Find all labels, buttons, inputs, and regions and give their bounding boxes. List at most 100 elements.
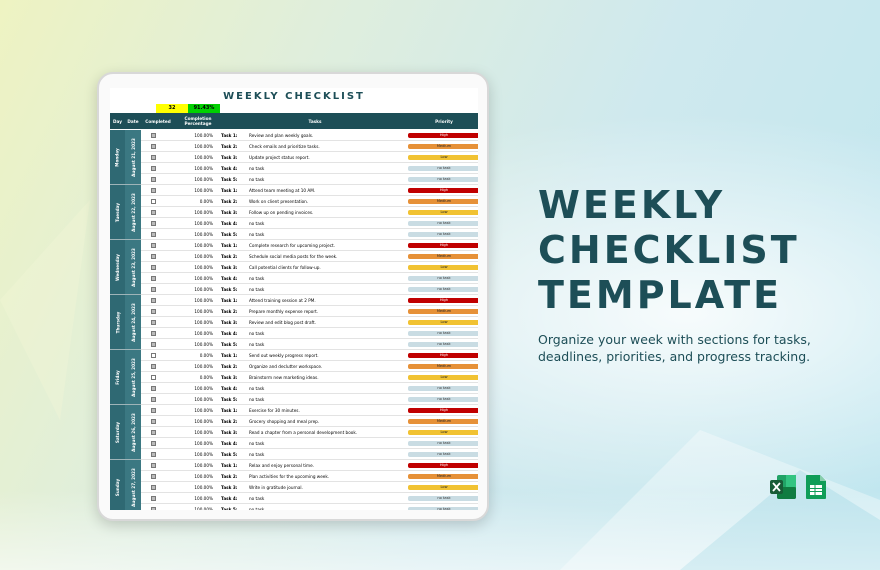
priority-badge: Low bbox=[408, 320, 478, 325]
completed-checkbox[interactable] bbox=[151, 166, 156, 171]
sheet-title: WEEKLY CHECKLIST bbox=[223, 91, 365, 102]
completed-checkbox[interactable] bbox=[151, 441, 156, 446]
day-label-cell: Wednesday bbox=[110, 240, 125, 294]
task-description: Update project status report. bbox=[249, 155, 310, 160]
task-number: Task 2: bbox=[221, 364, 238, 369]
completed-checkbox[interactable] bbox=[151, 199, 156, 204]
completed-checkbox[interactable] bbox=[151, 419, 156, 424]
table-row: 0.00% Task 1: Send out weekly progress rep… bbox=[141, 350, 478, 361]
completed-checkbox[interactable] bbox=[151, 331, 156, 336]
completion-percentage: 100.00% bbox=[194, 397, 213, 402]
date-label: August 21, 2023 bbox=[130, 137, 136, 177]
header-priority: Priority bbox=[435, 118, 453, 124]
completed-checkbox[interactable] bbox=[151, 287, 156, 292]
task-description: no task bbox=[249, 496, 265, 501]
table-row: 100.00% Task 2: Prepare monthly expense re… bbox=[141, 306, 478, 317]
completed-checkbox[interactable] bbox=[151, 507, 156, 510]
task-number: Task 3: bbox=[221, 265, 238, 270]
day-label: Saturday bbox=[115, 421, 121, 443]
priority-badge: Medium bbox=[408, 309, 478, 314]
table-row: 100.00% Task 2: Organize and declutter wor… bbox=[141, 361, 478, 372]
completed-checkbox[interactable] bbox=[151, 232, 156, 237]
completed-checkbox[interactable] bbox=[151, 342, 156, 347]
priority-badge: Medium bbox=[408, 364, 478, 369]
task-number: Task 2: bbox=[221, 309, 238, 314]
completed-checkbox[interactable] bbox=[151, 364, 156, 369]
priority-badge: no task bbox=[408, 342, 478, 347]
completed-checkbox[interactable] bbox=[151, 463, 156, 468]
priority-badge: High bbox=[408, 353, 478, 358]
completed-checkbox[interactable] bbox=[151, 265, 156, 270]
table-row: 100.00% Task 5: no task no task bbox=[141, 284, 478, 295]
task-description: no task bbox=[249, 452, 265, 457]
task-number: Task 1: bbox=[221, 463, 238, 468]
summary-percentage: 91.43% bbox=[188, 104, 220, 113]
completed-checkbox[interactable] bbox=[151, 155, 156, 160]
completed-checkbox[interactable] bbox=[151, 309, 156, 314]
priority-badge: High bbox=[408, 243, 478, 248]
completed-checkbox[interactable] bbox=[151, 177, 156, 182]
completed-checkbox[interactable] bbox=[151, 254, 156, 259]
completed-checkbox[interactable] bbox=[151, 221, 156, 226]
completion-percentage: 100.00% bbox=[194, 386, 213, 391]
excel-icon bbox=[770, 475, 796, 499]
task-description: Check emails and prioritize tasks. bbox=[249, 144, 320, 149]
task-number: Task 3: bbox=[221, 485, 238, 490]
completed-checkbox[interactable] bbox=[151, 353, 156, 358]
date-cell: August 22, 2023 bbox=[125, 185, 141, 239]
table-row: 100.00% Task 1: Exercise for 30 minutes. Hi… bbox=[141, 405, 478, 416]
completed-checkbox[interactable] bbox=[151, 320, 156, 325]
summary-row: 32 91.43% bbox=[110, 104, 478, 113]
task-number: Task 1: bbox=[221, 188, 238, 193]
completed-checkbox[interactable] bbox=[151, 188, 156, 193]
task-number: Task 1: bbox=[221, 408, 238, 413]
completion-percentage: 100.00% bbox=[194, 320, 213, 325]
table-row: 100.00% Task 5: no task no task bbox=[141, 504, 478, 510]
completion-percentage: 100.00% bbox=[194, 463, 213, 468]
date-label: August 25, 2023 bbox=[130, 357, 136, 397]
task-description: Relax and enjoy personal time. bbox=[249, 463, 315, 468]
completed-checkbox[interactable] bbox=[151, 243, 156, 248]
completed-checkbox[interactable] bbox=[151, 408, 156, 413]
task-description: Exercise for 30 minutes. bbox=[249, 408, 300, 413]
table-row: 100.00% Task 4: no task no task bbox=[141, 328, 478, 339]
completed-checkbox[interactable] bbox=[151, 474, 156, 479]
subtitle: Organize your week with sections for tas… bbox=[538, 331, 868, 365]
completion-percentage: 100.00% bbox=[194, 155, 213, 160]
priority-badge: High bbox=[408, 408, 478, 413]
completed-checkbox[interactable] bbox=[151, 298, 156, 303]
completed-checkbox[interactable] bbox=[151, 375, 156, 380]
day-section: Wednesday August 23, 2023 100.00% Task 1: Co… bbox=[110, 240, 478, 295]
completion-percentage: 100.00% bbox=[194, 342, 213, 347]
task-description: Prepare monthly expense report. bbox=[249, 309, 319, 314]
task-number: Task 1: bbox=[221, 298, 238, 303]
completed-checkbox[interactable] bbox=[151, 452, 156, 457]
completed-checkbox[interactable] bbox=[151, 386, 156, 391]
completed-checkbox[interactable] bbox=[151, 496, 156, 501]
completion-percentage: 100.00% bbox=[194, 287, 213, 292]
day-section: Friday August 25, 2023 0.00% Task 1: Send ou… bbox=[110, 350, 478, 405]
priority-badge: no task bbox=[408, 177, 478, 182]
priority-badge: no task bbox=[408, 232, 478, 237]
completed-checkbox[interactable] bbox=[151, 144, 156, 149]
date-label: August 24, 2023 bbox=[130, 302, 136, 342]
day-label-cell: Monday bbox=[110, 130, 125, 184]
priority-badge: Low bbox=[408, 375, 478, 380]
completed-checkbox[interactable] bbox=[151, 276, 156, 281]
priority-badge: Low bbox=[408, 155, 478, 160]
day-label-cell: Saturday bbox=[110, 405, 125, 459]
completed-checkbox[interactable] bbox=[151, 210, 156, 215]
task-number: Task 5: bbox=[221, 177, 238, 182]
completed-checkbox[interactable] bbox=[151, 485, 156, 490]
completion-percentage: 100.00% bbox=[194, 298, 213, 303]
completion-percentage: 100.00% bbox=[194, 485, 213, 490]
task-description: no task bbox=[249, 441, 265, 446]
completed-checkbox[interactable] bbox=[151, 430, 156, 435]
completed-checkbox[interactable] bbox=[151, 133, 156, 138]
priority-badge: Low bbox=[408, 265, 478, 270]
task-number: Task 4: bbox=[221, 386, 238, 391]
priority-badge: no task bbox=[408, 276, 478, 281]
table-row: 100.00% Task 2: Plan activities for the up… bbox=[141, 471, 478, 482]
completed-checkbox[interactable] bbox=[151, 397, 156, 402]
